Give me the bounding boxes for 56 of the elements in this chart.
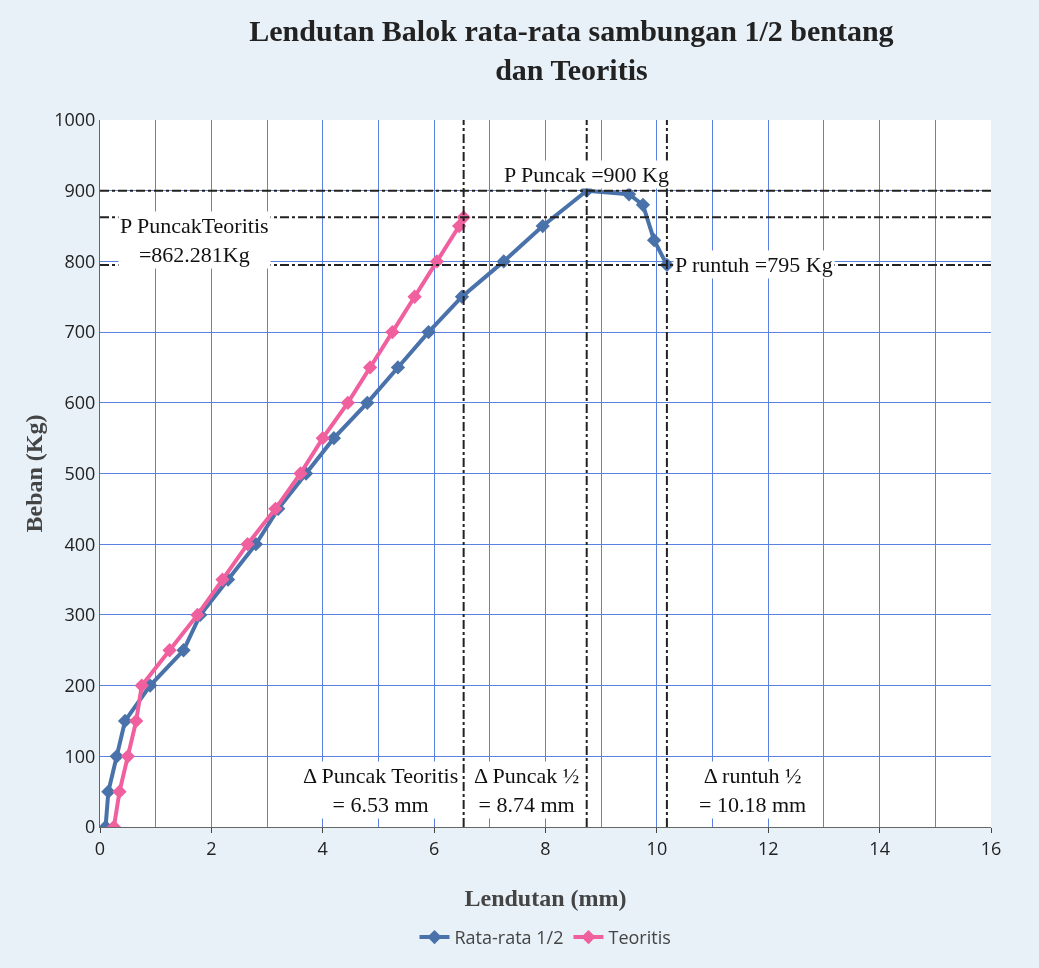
point (293, 466, 308, 481)
annotation: P Puncak =900 Kg (504, 162, 669, 187)
point (112, 784, 127, 799)
y-tick-label: 300 (64, 602, 96, 627)
y-tick-label: 800 (64, 248, 96, 273)
point (162, 643, 177, 658)
point (240, 537, 255, 552)
point (407, 289, 422, 304)
point (385, 324, 400, 340)
point (120, 749, 135, 764)
point (635, 197, 651, 212)
y-tick-label: 400 (64, 531, 96, 556)
y-tick-label: 500 (64, 460, 96, 485)
x-tick-label: 8 (540, 835, 551, 860)
point (646, 233, 662, 248)
y-tick-label: 0 (85, 814, 96, 839)
x-tick-label: 6 (428, 835, 440, 860)
x-tick-label: 16 (980, 835, 1002, 860)
y-tick-label: 900 (64, 178, 96, 202)
point (340, 395, 355, 410)
point (326, 431, 342, 446)
x-tick-label: 12 (757, 835, 779, 860)
point (117, 713, 133, 729)
point (129, 713, 144, 729)
y-tick-label: 600 (64, 390, 96, 415)
annotation: Δ runtuh ½ = 10.18 mm (699, 763, 807, 817)
x-tick-label: 4 (317, 835, 328, 860)
point (429, 254, 445, 269)
point (390, 360, 406, 375)
chart-title: Lendutan Balok rata-rata sambungan 1/2 bentang dan Teoritis (249, 13, 894, 86)
annotation: Δ Puncak Teoritis = 6.53 mm (303, 763, 459, 817)
y-tick-label: 100 (64, 743, 96, 768)
y-axis-title: Beban (Kg) (21, 414, 47, 533)
annotation: P PuncakTeoritis =862.281Kg (120, 213, 269, 267)
legend-label: Rata-rata 1/2 (454, 925, 564, 950)
point (215, 572, 230, 587)
point (421, 324, 436, 340)
point (101, 784, 116, 799)
point (496, 254, 511, 269)
annotation: P runtuh =795 Kg (675, 252, 833, 277)
point (134, 678, 149, 693)
x-tick-label: 14 (869, 835, 890, 860)
annotation: Δ Puncak ½ = 8.74 mm (474, 763, 580, 817)
point (176, 643, 191, 658)
point (315, 431, 330, 446)
x-axis-title: Lendutan (mm) (464, 884, 627, 911)
x-tick-label: 10 (646, 835, 668, 860)
y-tick-label: 700 (64, 319, 96, 344)
point (109, 749, 124, 764)
point (362, 360, 378, 375)
point (360, 395, 375, 410)
point (535, 218, 550, 234)
y-tick-label: 1000 (54, 107, 96, 132)
y-tick-label: 200 (64, 672, 96, 697)
legend-label: Teoritis (608, 925, 671, 950)
x-tick-label: 2 (206, 835, 217, 860)
